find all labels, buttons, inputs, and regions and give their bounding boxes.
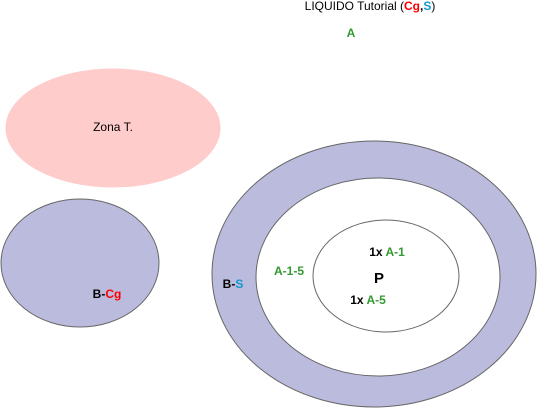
left-circle-label: B-Cg [93,287,122,301]
inner-line1: 1x A-1 [369,245,405,259]
left-circle-prefix: B- [93,287,106,301]
title-separator: , [420,0,423,13]
middle-ring-label: A-1-5 [274,264,304,278]
diagram-title: LIQUIDO Tutorial (Cg,S) [305,0,436,13]
left-circle[interactable] [0,198,160,328]
left-circle-suffix: Cg [105,287,121,301]
zona-ellipse[interactable] [5,68,221,188]
outer-ring-suffix: S [235,277,243,291]
zona-label: Zona T. [93,120,133,134]
inner-line1-prefix: 1x [369,245,385,259]
title-suffix: ) [431,0,435,13]
inner-line2-value: A-5 [366,293,386,307]
inner-circle[interactable] [312,219,460,333]
inner-line2: 1x A-5 [350,293,386,307]
outer-ring-label: B-S [223,277,244,291]
title-s: S [423,0,431,13]
title-cg: Cg [404,0,420,13]
outer-ring-prefix: B- [223,277,236,291]
top-label-a: A [347,26,356,40]
inner-line1-value: A-1 [385,245,405,259]
inner-center-label: P [374,270,384,287]
inner-line2-prefix: 1x [350,293,366,307]
title-prefix: LIQUIDO Tutorial ( [305,0,404,13]
